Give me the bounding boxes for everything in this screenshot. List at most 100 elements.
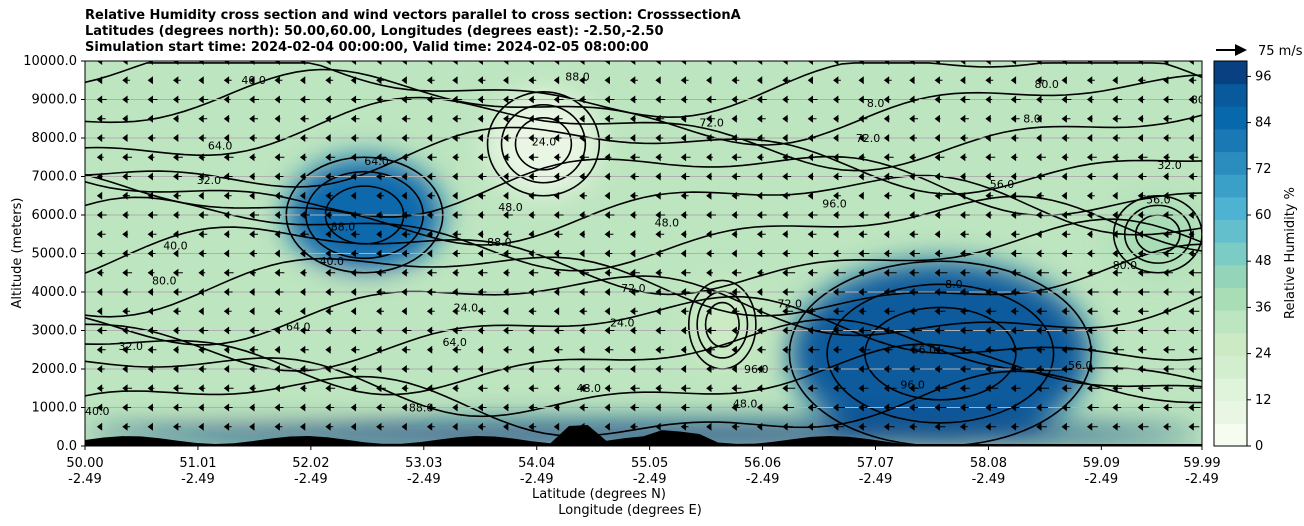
wind-vector [452, 172, 459, 181]
wind-vector [96, 268, 104, 277]
wind-vector [426, 326, 434, 335]
wind-vector [1137, 211, 1145, 219]
wind-vector [579, 191, 588, 200]
wind-vector [1112, 191, 1118, 200]
wind-vector [1061, 95, 1072, 104]
wind-vector [604, 134, 613, 142]
wind-vector [858, 95, 869, 104]
wind-vector [198, 191, 204, 200]
wind-vector [173, 422, 181, 431]
wind-vector [1163, 268, 1173, 277]
wind-vector [401, 95, 412, 104]
wind-vector [299, 211, 310, 219]
wind-vector [553, 191, 560, 200]
wind-vector [198, 249, 207, 258]
wind-vector [528, 365, 534, 373]
wind-vector [122, 326, 130, 335]
wind-vector [503, 114, 512, 123]
wind-vector [452, 191, 458, 200]
wind-vector [1086, 365, 1095, 373]
wind-vector [299, 249, 308, 258]
wind-vector [198, 365, 207, 373]
wind-vector [553, 61, 560, 65]
wind-vector [173, 114, 179, 123]
y-tick-label: 8000.0 [32, 131, 78, 146]
wind-vector [1086, 230, 1093, 239]
wind-vector [1086, 268, 1100, 277]
wind-vector [376, 288, 385, 296]
wind-vector [1112, 384, 1123, 393]
wind-vector [604, 365, 613, 373]
wind-vector [401, 422, 407, 431]
wind-vector [350, 384, 358, 393]
x-tick-label-longitude: -2.49 [633, 472, 667, 487]
wind-vector [985, 288, 998, 296]
wind-vector [1086, 326, 1097, 335]
wind-vector [909, 211, 920, 219]
wind-vector [452, 422, 458, 431]
wind-vector [401, 230, 411, 239]
contour-label: 64.0 [286, 321, 311, 334]
wind-vector [350, 345, 360, 354]
wind-vector [833, 326, 843, 335]
wind-vector [299, 191, 306, 200]
wind-vector [350, 365, 359, 373]
wind-vector [198, 345, 208, 354]
wind-vector [1112, 365, 1124, 373]
wind-vector [807, 230, 817, 239]
y-tick-label: 6000.0 [32, 208, 78, 223]
wind-vector [782, 114, 789, 123]
wind-vector [173, 76, 181, 85]
wind-vector [96, 114, 106, 123]
wind-vector [223, 249, 230, 258]
wind-vector [426, 422, 435, 431]
wind-vector [655, 249, 664, 258]
wind-vector [1137, 288, 1150, 296]
wind-vector [604, 422, 610, 431]
wind-vector [274, 230, 281, 239]
wind-vector [1188, 268, 1202, 277]
wind-vector [833, 268, 846, 277]
wind-vector [122, 403, 132, 412]
wind-vector [807, 172, 814, 181]
wind-vector [680, 134, 687, 142]
wind-vector [985, 345, 995, 354]
wind-vector [731, 172, 741, 181]
contour-label: 72.0 [778, 297, 803, 310]
wind-vector [198, 307, 204, 316]
wind-vector [274, 134, 280, 142]
colorbar-segment [1214, 242, 1247, 266]
wind-vector [401, 172, 408, 181]
wind-vector [173, 95, 180, 104]
wind-vector [833, 422, 844, 431]
wind-vector [1010, 95, 1021, 104]
wind-vector [883, 249, 892, 258]
wind-vector [249, 211, 260, 219]
wind-vector [858, 134, 867, 142]
y-tick-label: 9000.0 [32, 93, 78, 108]
wind-vector [782, 403, 795, 412]
contour-label: 56.0 [1068, 359, 1093, 372]
wind-vector [655, 191, 661, 200]
wind-vector [680, 326, 688, 335]
wind-vector [477, 384, 488, 393]
wind-vector [325, 95, 333, 104]
wind-vector [1086, 172, 1096, 181]
wind-vector [426, 288, 436, 296]
wind-vector [1010, 365, 1022, 373]
contour-label: 40.0 [85, 405, 110, 418]
wind-vector [147, 326, 158, 335]
wind-vector [325, 384, 336, 393]
wind-vector [858, 268, 869, 277]
wind-vector [934, 153, 945, 162]
x-tick-label-latitude: 56.06 [744, 456, 781, 471]
wind-vector [96, 172, 103, 181]
wind-vector [959, 134, 968, 142]
wind-vector [1188, 76, 1197, 85]
wind-vector [1188, 345, 1198, 354]
wind-vector [934, 134, 940, 142]
chart-title-line-1: Relative Humidity cross section and wind… [85, 8, 741, 23]
wind-vector [401, 114, 411, 123]
wind-vector [477, 172, 487, 181]
wind-vector [452, 95, 463, 104]
